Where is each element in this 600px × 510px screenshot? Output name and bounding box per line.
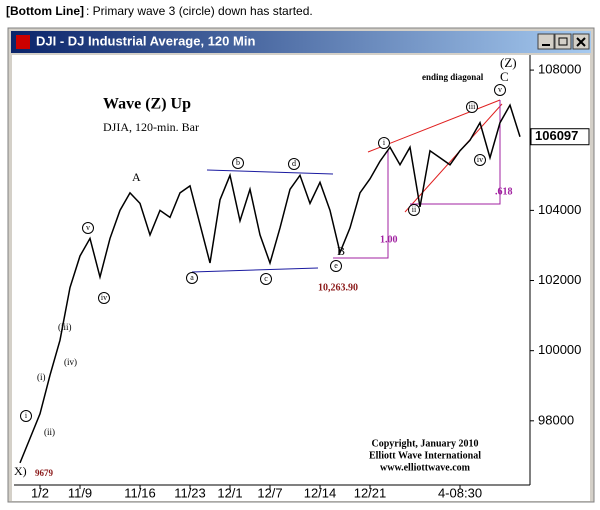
caption-bold: [Bottom Line]	[6, 4, 84, 18]
wave-circle	[260, 273, 272, 285]
annotation: b	[236, 158, 240, 167]
annotation: e	[334, 261, 338, 270]
wave-circle	[186, 272, 198, 284]
annotation: i	[25, 411, 28, 420]
minimize-button[interactable]	[537, 33, 555, 50]
annotation: v	[86, 223, 90, 232]
app-icon	[16, 35, 30, 49]
y-tick-label: 98000	[538, 412, 574, 427]
x-tick-label: 12/1	[217, 485, 242, 500]
wave-circle	[20, 410, 32, 422]
annotation: iv	[477, 155, 483, 164]
maximize-button[interactable]	[554, 33, 572, 50]
annotation: 1.00	[380, 234, 398, 245]
wave-circle	[378, 137, 390, 149]
wave-circle	[232, 157, 244, 169]
annotation: iii	[469, 102, 476, 111]
annotation: a	[190, 273, 194, 282]
annotation: (iii)	[58, 322, 72, 332]
annotation: X)	[14, 464, 27, 478]
y-tick-label: 100000	[538, 342, 581, 357]
annotation: ii	[412, 205, 417, 214]
wave-circle	[330, 260, 342, 272]
x-tick-label: 12/14	[304, 485, 337, 500]
annotation: (i)	[37, 372, 46, 382]
x-tick-label: 12/21	[354, 485, 387, 500]
annotation: ending diagonal	[422, 72, 484, 82]
diagonal-line	[404, 103, 503, 213]
annotation: 9679	[35, 468, 54, 478]
icon	[576, 37, 586, 47]
annotation: i	[383, 138, 386, 147]
wave-circle	[82, 222, 94, 234]
channel-line	[206, 169, 334, 175]
annotation: www.elliottwave.com	[380, 462, 471, 473]
annotation: c	[264, 274, 268, 283]
x-tick-label: 4-08:30	[438, 485, 482, 500]
annotation: v	[498, 85, 502, 94]
x-tick-label: 1/2	[31, 485, 49, 500]
wave-circle	[288, 158, 300, 170]
title-bar	[11, 31, 591, 53]
annotation: DJIA, 120-min. Bar	[103, 120, 199, 134]
x-tick-label: 11/23	[174, 485, 206, 500]
annotation: (ii)	[44, 427, 55, 437]
annotation: A	[132, 170, 141, 184]
annotation: 10,263.90	[318, 282, 358, 293]
diagonal-line	[367, 99, 501, 153]
wave-lines	[191, 99, 503, 273]
wave-circle	[474, 154, 486, 166]
caption: : Primary wave 3 (circle) down has start…	[86, 4, 313, 18]
wave-circle	[466, 101, 478, 113]
y-tick-label: 102000	[538, 272, 581, 287]
current-price: 106097	[535, 128, 578, 143]
wave-circle	[98, 292, 110, 304]
y-tick-label: 104000	[538, 202, 581, 217]
wave-circle	[494, 84, 506, 96]
x-tick-label: 11/16	[124, 485, 156, 500]
channel-line	[191, 267, 319, 273]
annotation: (Z)	[500, 55, 517, 70]
annotation: B	[337, 244, 345, 258]
annotation: .618	[495, 186, 513, 197]
fib-line	[410, 100, 501, 205]
annotation: (iv)	[64, 357, 77, 367]
price-box	[530, 128, 590, 146]
x-tick-label: 12/7	[257, 485, 282, 500]
annotation: d	[292, 159, 296, 168]
annotation: Copyright, January 2010	[372, 438, 479, 449]
annotation: iv	[101, 293, 107, 302]
annotation: Elliott Wave International	[369, 450, 481, 461]
price-line	[19, 103, 521, 464]
window-buttons[interactable]	[537, 33, 590, 50]
window-title: DJI - DJ Industrial Average, 120 Min	[36, 33, 255, 48]
annotation: C	[500, 69, 509, 84]
wave-circle	[408, 204, 420, 216]
annotation: Wave (Z) Up	[103, 96, 191, 113]
x-tick-label: 11/9	[68, 485, 92, 500]
plot-background	[12, 55, 590, 501]
fib-line	[333, 150, 389, 259]
icon	[558, 37, 568, 46]
y-tick-label: 108000	[538, 62, 581, 77]
